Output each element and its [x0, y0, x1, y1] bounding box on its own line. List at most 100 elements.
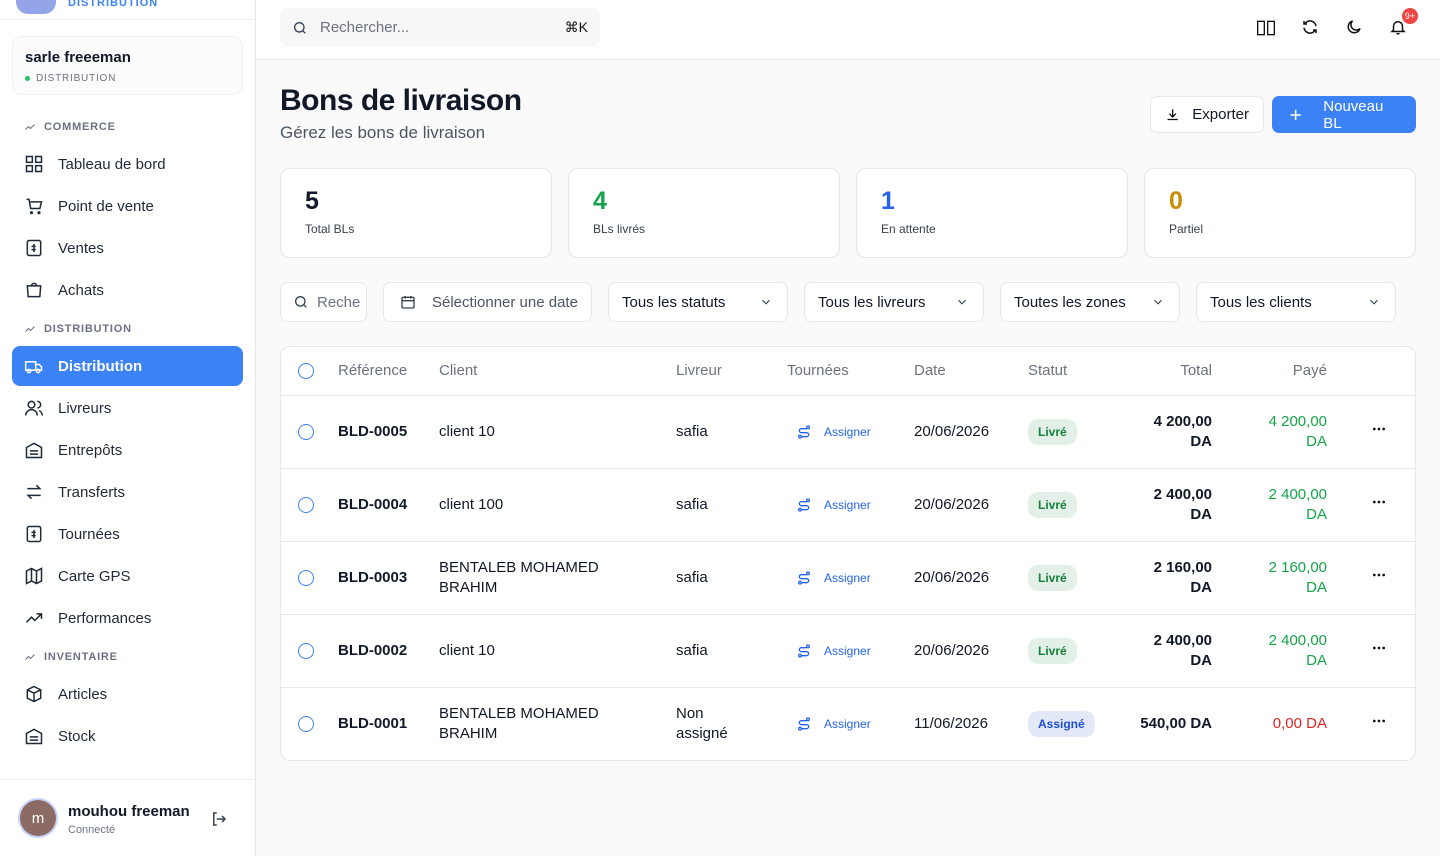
theme[interactable] [1345, 18, 1363, 36]
table-row: BLD-0002 client 10 safia Assigner 20/06/2026… [281, 614, 1415, 688]
user-box: m mouhou freeman Connecté [0, 779, 255, 856]
table-row: BLD-0005 client 10 safia Assigner 20/06/2026… [281, 395, 1415, 469]
export-label: Exporter [1192, 106, 1249, 123]
filter-select[interactable]: Tous les clients [1196, 282, 1396, 322]
table-row: BLD-0004 client 100 safia Assigner 20/06/202… [281, 468, 1415, 542]
actions-cell [1343, 614, 1415, 688]
column-header: Référence [337, 347, 438, 396]
nav-item[interactable]: Distribution [12, 346, 243, 386]
refresh[interactable] [1301, 18, 1319, 36]
nav-item[interactable]: Entrepôts [12, 430, 243, 470]
nav-label: Distribution [58, 357, 143, 375]
status-badge: Livré [1028, 637, 1077, 664]
row-checkbox[interactable] [298, 569, 314, 586]
nav-item[interactable]: Tableau de bord [12, 144, 243, 184]
export-button[interactable]: Exporter [1150, 96, 1264, 133]
reference: BLD-0002 [337, 614, 438, 688]
layout-toggle[interactable] [1256, 18, 1276, 38]
nav-item[interactable]: Achats [12, 270, 243, 310]
nav-item[interactable]: Carte GPS [12, 556, 243, 596]
page-subtitle: Gérez les bons de livraison [280, 123, 486, 142]
status-cell: Livré [1027, 614, 1112, 688]
table-row: BLD-0003 BENTALEB MOHAMED BRAHIM safia Assi… [281, 541, 1415, 615]
date-placeholder: Sélectionner une date [432, 293, 578, 311]
row-menu[interactable] [1371, 640, 1387, 656]
reference: BLD-0003 [337, 541, 438, 615]
filter-select[interactable]: Toutes les zones [1000, 282, 1180, 322]
total: 540,00 DA [1140, 714, 1212, 732]
assign-label: Assigner [824, 716, 871, 731]
stat-value: 1 [881, 187, 895, 215]
nav-item[interactable]: Performances [12, 598, 243, 638]
date: 20/06/2026 [913, 614, 1027, 688]
nav-label: Entrepôts [58, 441, 123, 459]
nav-item[interactable]: Stock [12, 716, 243, 756]
row-checkbox[interactable] [298, 642, 314, 659]
filter-label: Toutes les zones [1014, 293, 1126, 311]
brand: DISTRIBUTION [16, 0, 158, 20]
client: client 100 [438, 468, 675, 542]
stat-label: Partiel [1169, 222, 1204, 236]
row-menu[interactable] [1371, 567, 1387, 583]
nav-section-title: DISTRIBUTION [44, 323, 132, 335]
assign-button[interactable]: Assigner [788, 568, 912, 588]
nav-item[interactable]: Transferts [12, 472, 243, 512]
row-menu[interactable] [1371, 421, 1387, 437]
client: BENTALEB MOHAMED BRAHIM [439, 704, 599, 742]
paid: 0,00 DA [1272, 714, 1327, 732]
assign-label: Assigner [824, 570, 871, 585]
column-header: Payé [1228, 347, 1343, 396]
assign-button[interactable]: Assigner [788, 641, 912, 661]
assign-label: Assigner [824, 497, 871, 512]
reference: BLD-0005 [337, 395, 438, 469]
table-search[interactable]: Reche [280, 282, 367, 322]
logout[interactable] [210, 810, 228, 828]
stat-card: 0 Partiel [1144, 168, 1416, 258]
row-checkbox[interactable] [298, 496, 314, 513]
stat-value: 0 [1169, 187, 1183, 215]
stat-value: 5 [305, 187, 319, 215]
row-checkbox[interactable] [298, 715, 314, 732]
nav-item[interactable]: Point de vente [12, 186, 243, 226]
nav-section: COMMERCE [12, 110, 243, 144]
nav-label: Point de vente [58, 197, 154, 215]
nav-item[interactable]: Articles [12, 674, 243, 714]
select-all[interactable] [298, 363, 314, 380]
livreur: Non assigné [676, 704, 728, 742]
status-cell: Livré [1027, 395, 1112, 469]
date-picker[interactable]: Sélectionner une date [383, 282, 592, 322]
new-button[interactable]: Nouveau BL [1272, 96, 1416, 133]
tournees-cell: Assigner [787, 687, 913, 760]
nav-section: INVENTAIRE [12, 640, 243, 674]
filter-select[interactable]: Tous les statuts [608, 282, 788, 322]
nav-item[interactable]: Ventes [12, 228, 243, 268]
nav-item[interactable]: Livreurs [12, 388, 243, 428]
date: 20/06/2026 [913, 395, 1027, 469]
nav-section-title: INVENTAIRE [44, 651, 118, 663]
global-search[interactable]: Rechercher... ⌘K [280, 8, 600, 47]
nav-label: Tableau de bord [58, 155, 166, 173]
account-role: DISTRIBUTION [36, 73, 117, 84]
account-card[interactable]: sarle freeeman DISTRIBUTION [12, 36, 243, 95]
livreur: safia [675, 395, 787, 469]
status-badge: Livré [1028, 418, 1077, 445]
notifications[interactable] [1389, 18, 1407, 36]
filter-label: Tous les livreurs [818, 293, 926, 311]
livreur: safia [675, 468, 787, 542]
status-badge: Livré [1028, 491, 1077, 518]
date: 11/06/2026 [914, 714, 988, 732]
page-title: Bons de livraison [280, 84, 522, 117]
assign-button[interactable]: Assigner [788, 714, 912, 734]
tournees-cell: Assigner [787, 541, 913, 615]
filter-select[interactable]: Tous les livreurs [804, 282, 984, 322]
column-header: Tournées [787, 347, 913, 396]
nav-item[interactable]: Tournées [12, 514, 243, 554]
assign-label: Assigner [824, 643, 871, 658]
assign-button[interactable]: Assigner [788, 495, 912, 515]
brand-label: DISTRIBUTION [68, 0, 159, 9]
row-checkbox[interactable] [298, 423, 314, 440]
nav-label: Transferts [58, 483, 125, 501]
row-menu[interactable] [1371, 713, 1387, 729]
row-menu[interactable] [1371, 494, 1387, 510]
assign-button[interactable]: Assigner [788, 422, 912, 442]
